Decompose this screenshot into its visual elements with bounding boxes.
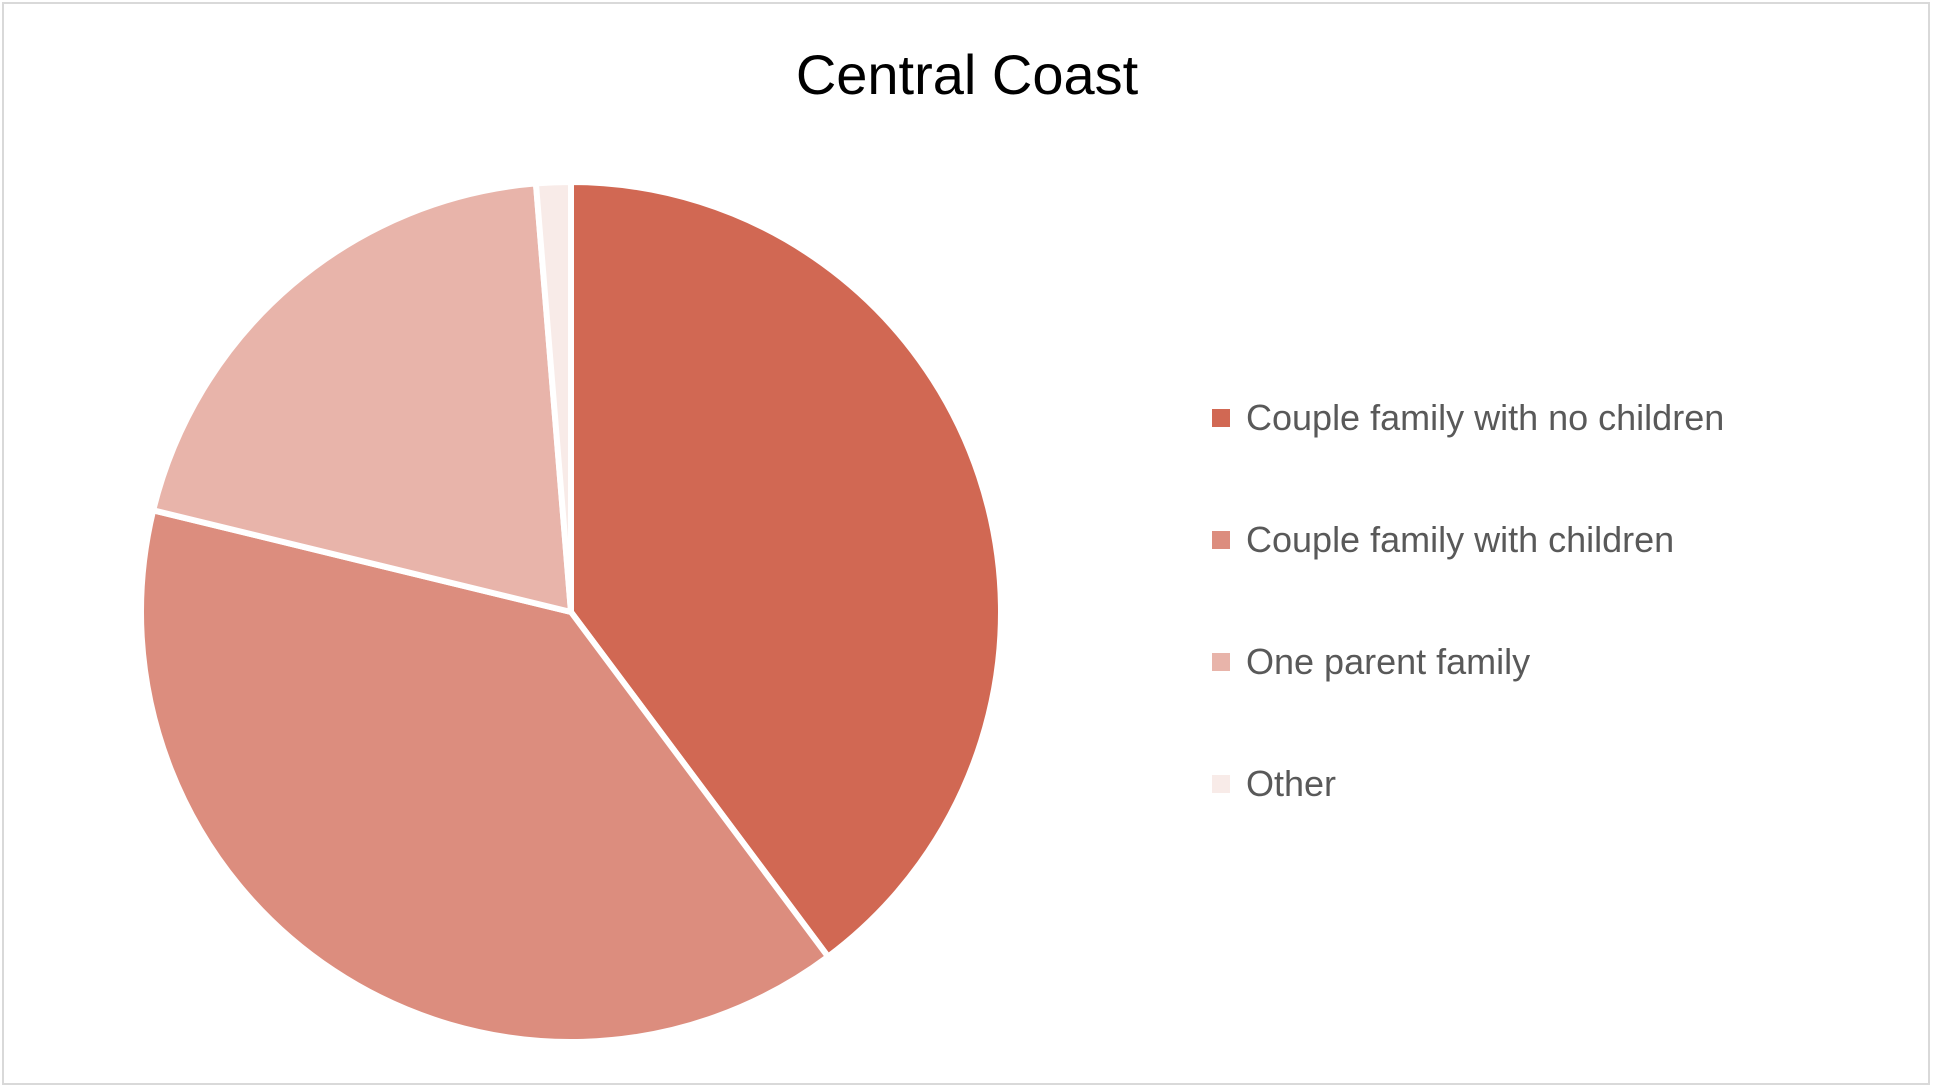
pie-slice-one-parent-family (150, 180, 574, 615)
legend-swatch (1212, 775, 1230, 793)
legend-item-couple-family-with-children: Couple family with children (1212, 512, 1674, 568)
legend-swatch (1212, 531, 1230, 549)
pie-slice-couple-family-with-no-children (568, 179, 1004, 960)
chart-title: Central Coast (795, 43, 1139, 106)
legend-item-one-parent-family: One parent family (1212, 634, 1530, 690)
legend-item-other: Other (1212, 756, 1336, 812)
pie-slices (138, 179, 1004, 1045)
legend-swatch (1212, 409, 1230, 427)
pie-slice-other (532, 179, 574, 615)
legend-label: Couple family with children (1246, 519, 1675, 560)
legend-label: Couple family with no children (1246, 397, 1725, 438)
pie-slice-couple-family-with-children (138, 507, 832, 1045)
legend-label: Other (1246, 763, 1337, 804)
legend-swatch (1212, 653, 1230, 671)
legend-item-couple-family-with-no-children: Couple family with no children (1212, 390, 1724, 446)
legend-label: One parent family (1246, 641, 1531, 682)
